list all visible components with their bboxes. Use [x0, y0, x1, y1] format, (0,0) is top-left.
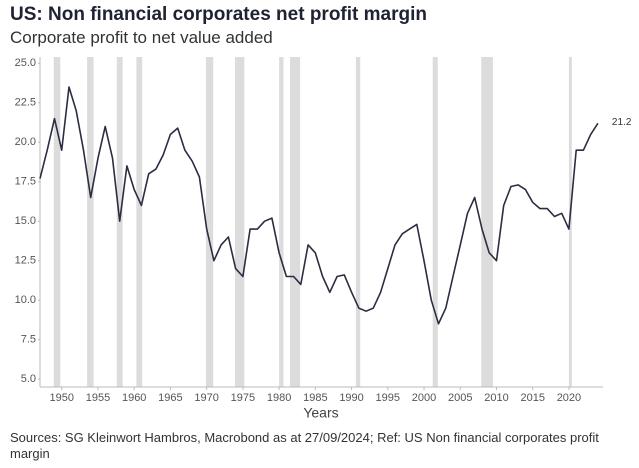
shaded-period [205, 57, 214, 387]
chart-subtitle: Corporate profit to net value added [10, 28, 273, 47]
x-tick-label: 1975 [231, 392, 255, 404]
shaded-period [234, 57, 245, 387]
shaded-period [481, 57, 493, 387]
shaded-period [289, 57, 301, 387]
shaded-period [53, 57, 61, 387]
x-tick-label: 1980 [267, 392, 291, 404]
x-tick-label: 2015 [520, 392, 544, 404]
shaded-period [355, 57, 361, 387]
line [39, 86, 599, 325]
x-axis-label: Years [303, 405, 338, 421]
x-tick-label: 1985 [303, 392, 327, 404]
shaded-period [432, 57, 438, 387]
x-tick-label: 2000 [412, 392, 436, 404]
y-tick-label: 10.0 [15, 294, 36, 306]
shaded-period [136, 57, 143, 387]
y-tick-label: 25.0 [15, 57, 36, 69]
source-note: Sources: SG Kleinwort Hambros, Macrobond… [10, 430, 599, 461]
x-tick-label: 1970 [194, 392, 218, 404]
x-tick-label: 2010 [484, 392, 508, 404]
y-tick-label: 5.0 [21, 373, 36, 385]
x-tick-label: 1995 [376, 392, 400, 404]
x-tick-label: 2020 [557, 392, 581, 404]
y-tick-label: 17.5 [15, 176, 36, 188]
end-label: 21.2 [612, 117, 632, 128]
chart: Years 5.0 7.5 10.0 12.5 15.0 17.5 20.0 22.5 25.0… [15, 57, 632, 421]
shaded-period [87, 57, 94, 387]
y-tick-label: 22.5 [15, 97, 36, 109]
x-tick-label: 1990 [339, 392, 363, 404]
shaded-period [568, 57, 572, 387]
y-tick-label: 20.0 [15, 136, 36, 148]
x-tick-label: 1960 [122, 392, 146, 404]
x-tick-label: 2005 [448, 392, 472, 404]
chart-title: US: Non financial corporates net profit … [10, 4, 427, 25]
x-tick-label: 1955 [86, 392, 110, 404]
y-tick-label: 15.0 [15, 215, 36, 227]
x-tick-label: 1950 [49, 392, 73, 404]
x-tick-label: 1965 [158, 392, 182, 404]
y-tick-label: 12.5 [15, 255, 36, 267]
shaded-period [279, 57, 284, 387]
y-tick-label: 7.5 [21, 334, 36, 346]
